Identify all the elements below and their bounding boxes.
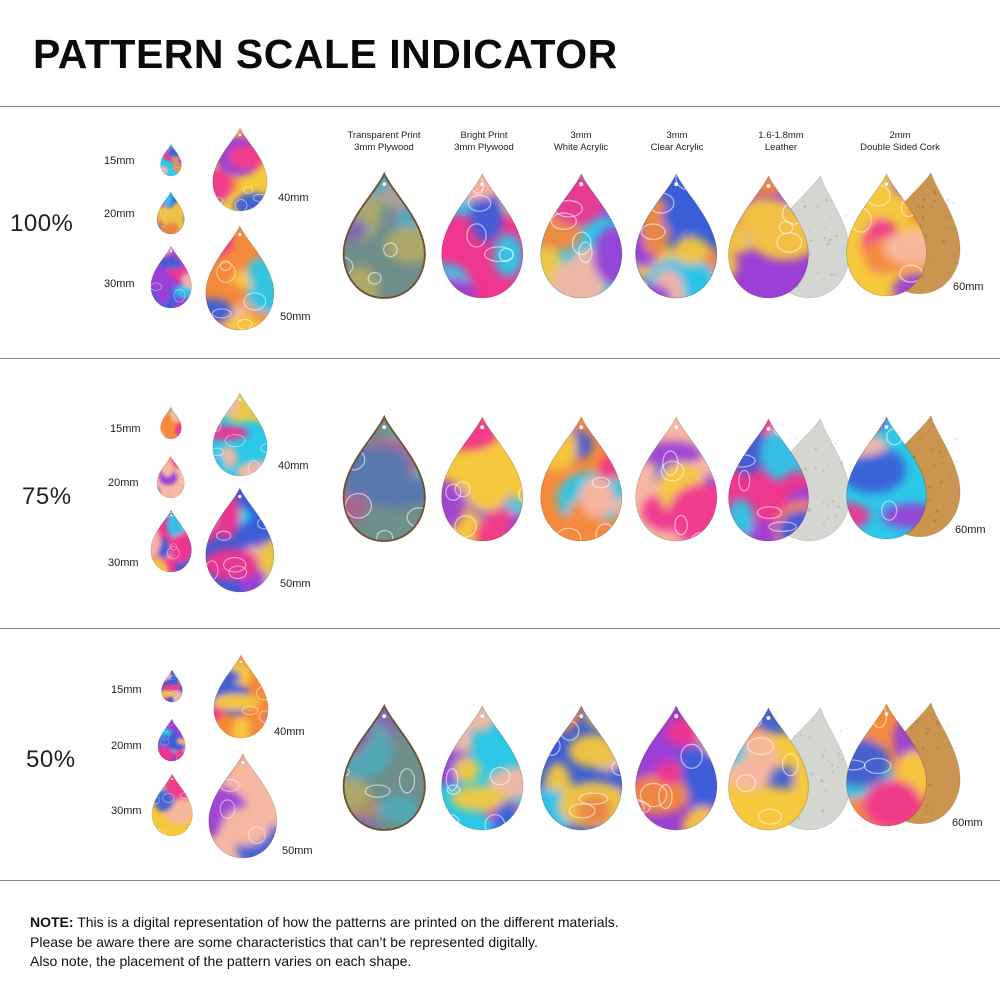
size-label-30mm: 30mm <box>111 805 142 817</box>
page-title: PATTERN SCALE INDICATOR <box>33 31 618 77</box>
size-label-60mm: 60mm <box>955 524 986 536</box>
size-label-15mm: 15mm <box>110 423 141 435</box>
size-label-15mm: 15mm <box>104 155 135 167</box>
size-label-40mm: 40mm <box>278 192 309 204</box>
material-label-white-acrylic: 3mm White Acrylic <box>553 130 609 153</box>
material-label-leather: 1.6-1.8mm Leather <box>758 130 804 153</box>
size-label-20mm: 20mm <box>108 477 139 489</box>
material-label-transparent-plywood: Transparent Print 3mm Plywood <box>347 130 421 153</box>
note-line-3: Also note, the placement of the pattern … <box>30 953 412 969</box>
sample-leather <box>727 417 809 542</box>
size-label-50mm: 50mm <box>282 845 313 857</box>
size-label-50mm: 50mm <box>280 578 311 590</box>
swatch-30mm <box>151 773 193 837</box>
size-label-30mm: 30mm <box>104 278 135 290</box>
sample-white-acrylic <box>539 415 622 542</box>
section-divider <box>0 358 1000 359</box>
material-label-bright-plywood: Bright Print 3mm Plywood <box>454 130 514 153</box>
scale-label: 100% <box>10 210 74 237</box>
swatch-20mm <box>158 718 186 762</box>
sample-clear-acrylic <box>634 704 717 831</box>
size-label-60mm: 60mm <box>953 281 984 293</box>
swatch-40mm <box>212 127 268 212</box>
sample-transparent-plywood <box>342 703 426 831</box>
size-label-20mm: 20mm <box>111 740 142 752</box>
sample-white-acrylic <box>539 704 622 831</box>
sample-bright-plywood <box>440 172 523 299</box>
swatch-40mm <box>212 392 268 477</box>
size-label-15mm: 15mm <box>111 684 142 696</box>
swatch-40mm <box>213 654 269 739</box>
note-line-1: NOTE: This is a digital representation o… <box>30 914 619 930</box>
sample-transparent-plywood <box>342 414 426 542</box>
swatch-15mm <box>160 406 182 440</box>
size-label-60mm: 60mm <box>952 817 983 829</box>
note-prefix: NOTE: <box>30 914 74 930</box>
swatch-15mm <box>160 143 182 177</box>
sample-clear-acrylic <box>634 172 717 299</box>
swatch-50mm <box>205 487 275 593</box>
sample-bright-plywood <box>440 415 523 542</box>
footer-note: NOTE: This is a digital representation o… <box>30 913 619 972</box>
section-divider <box>0 106 1000 107</box>
sample-white-acrylic <box>539 172 622 299</box>
section-divider <box>0 880 1000 881</box>
swatch-30mm <box>150 509 192 573</box>
swatch-20mm <box>157 455 185 499</box>
scale-label: 75% <box>22 483 72 510</box>
swatch-30mm <box>150 245 192 309</box>
sample-leather <box>727 174 809 299</box>
size-label-40mm: 40mm <box>278 460 309 472</box>
scale-label: 50% <box>26 746 76 773</box>
sample-cork <box>845 702 927 827</box>
swatch-15mm <box>161 669 183 703</box>
size-label-40mm: 40mm <box>274 726 305 738</box>
size-label-50mm: 50mm <box>280 311 311 323</box>
size-label-20mm: 20mm <box>104 208 135 220</box>
sample-clear-acrylic <box>634 415 717 542</box>
sample-leather <box>727 706 809 831</box>
swatch-50mm <box>208 753 278 859</box>
swatch-20mm <box>157 191 185 235</box>
note-line-2: Please be aware there are some character… <box>30 933 538 950</box>
material-label-cork: 2mm Double Sided Cork <box>860 130 940 153</box>
material-label-clear-acrylic: 3mm Clear Acrylic <box>650 130 704 153</box>
sample-transparent-plywood <box>342 171 426 299</box>
swatch-50mm <box>205 225 275 331</box>
size-label-30mm: 30mm <box>108 557 139 569</box>
sample-bright-plywood <box>440 704 523 831</box>
sample-cork <box>845 172 927 297</box>
section-divider <box>0 628 1000 629</box>
sample-cork <box>845 415 927 540</box>
